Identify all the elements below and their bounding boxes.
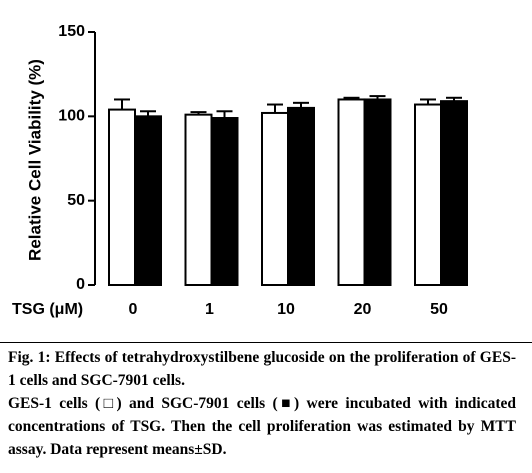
- separator: [0, 342, 532, 343]
- bar: [261, 111, 289, 286]
- bar: [184, 113, 213, 286]
- caption-title: Fig. 1: Effects of tetrahydroxystilbene …: [8, 349, 516, 389]
- bar: [287, 106, 315, 287]
- y-axis-label: Relative Cell Viability (%): [25, 59, 44, 261]
- x-axis-label: TSG (μM): [12, 301, 83, 318]
- y-tick-label: 150: [58, 23, 85, 40]
- bar: [414, 103, 442, 286]
- x-tick-label: 0: [129, 301, 138, 318]
- bar: [440, 100, 468, 286]
- x-tick-label: 10: [277, 301, 295, 318]
- caption-text: GES-1 cells (□) and SGC-7901 cells (■) w…: [8, 395, 516, 458]
- chart: Relative Cell Viability (%) TSG (μM) 0 50…: [12, 23, 468, 318]
- bar: [337, 98, 366, 287]
- y-tick-label: 100: [58, 108, 85, 125]
- bar: [363, 98, 392, 287]
- y-tick-label: 50: [67, 192, 85, 209]
- x-tick-label: 20: [354, 301, 372, 318]
- bar: [108, 108, 136, 286]
- y-tick-label: 0: [76, 276, 85, 293]
- caption: Fig. 1: Effects of tetrahydroxystilbene …: [8, 346, 516, 461]
- bar: [210, 117, 239, 286]
- x-tick-label: 1: [205, 301, 214, 318]
- bar: [134, 115, 162, 287]
- x-tick-label: 50: [430, 301, 448, 318]
